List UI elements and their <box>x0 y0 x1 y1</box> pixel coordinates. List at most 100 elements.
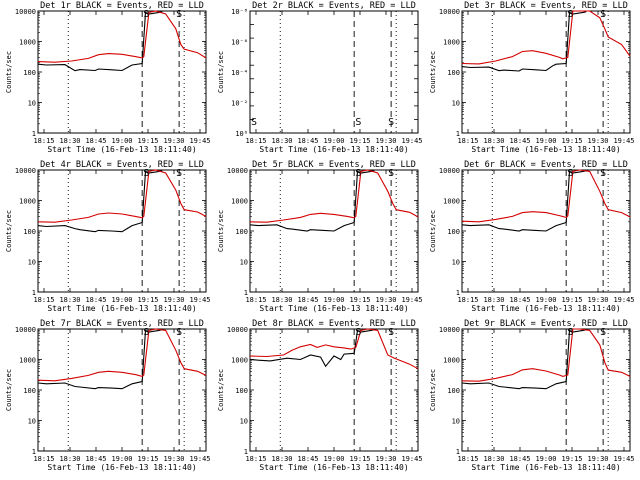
panel-6: Det 6r BLACK = Events, RED = LLD 10000 100… <box>429 160 635 313</box>
event-marker-s: S <box>176 9 182 20</box>
series-events <box>249 170 375 232</box>
y-tick-label: 100 <box>23 228 36 236</box>
series-lld <box>249 169 419 223</box>
x-tick-label: 19:30 <box>375 137 396 145</box>
series-lld <box>37 169 207 223</box>
x-tick-label: 19:00 <box>111 137 132 145</box>
y-tick-label: 1 <box>456 289 460 297</box>
x-tick-label: 19:45 <box>401 137 422 145</box>
x-tick-label: 19:15 <box>137 455 158 463</box>
y-tick-label: 100 <box>235 228 248 236</box>
series-events <box>461 170 587 232</box>
y-tick-label: 1000 <box>19 357 36 365</box>
event-marker-s: S <box>567 9 573 20</box>
series-events <box>461 329 587 390</box>
panel-1: Det 1r BLACK = Events, RED = LLD 10000 100… <box>5 1 211 154</box>
x-tick-label: 18:45 <box>509 455 530 463</box>
x-tick-label: 18:15 <box>245 455 266 463</box>
x-axis-label: Start Time (16-Feb-13 18:11:40) <box>471 145 620 154</box>
y-tick-label: 1 <box>32 289 36 297</box>
x-tick-label: 18:30 <box>59 455 80 463</box>
x-tick-label: 19:30 <box>163 455 184 463</box>
y-tick-label: 100 <box>447 228 460 236</box>
x-tick-label: 18:30 <box>59 137 80 145</box>
x-tick-label: 18:30 <box>271 455 292 463</box>
x-axis-label: Start Time (16-Feb-13 18:11:40) <box>259 145 408 154</box>
panel-2: Det 2r BLACK = Events, RED = LLD 10⁻⁸ 10⁻⁶… <box>217 1 423 154</box>
x-tick-label: 19:15 <box>349 296 370 304</box>
x-axis-label: Start Time (16-Feb-13 18:11:40) <box>471 463 620 472</box>
y-tick-label: 1000 <box>19 39 36 47</box>
y-tick-label: 1000 <box>19 198 36 206</box>
y-axis-label: Counts/sec <box>429 210 437 252</box>
x-tick-label: 19:30 <box>375 455 396 463</box>
x-tick-label: 18:15 <box>33 137 54 145</box>
series-events <box>37 170 163 233</box>
y-axis-label: Counts/sec <box>5 369 13 411</box>
panel-9: Det 9r BLACK = Events, RED = LLD 10000 100… <box>429 319 635 472</box>
y-tick-label: 1 <box>456 448 460 456</box>
x-tick-label: 19:00 <box>535 455 556 463</box>
y-tick-label: 10 <box>28 259 36 267</box>
plot-frame <box>37 10 207 134</box>
panel-7: Det 7r BLACK = Events, RED = LLD 10000 100… <box>5 319 211 472</box>
y-tick-label: 10 <box>452 100 460 108</box>
chart-title: Det 3r BLACK = Events, RED = LLD <box>464 1 628 11</box>
y-tick-label: 1 <box>32 130 36 138</box>
x-tick-label: 19:00 <box>323 137 344 145</box>
x-tick-label: 19:15 <box>137 137 158 145</box>
x-tick-label: 19:00 <box>111 296 132 304</box>
y-tick-label: 1 <box>244 448 248 456</box>
x-tick-label: 18:45 <box>297 455 318 463</box>
y-tick-label: 1000 <box>231 357 248 365</box>
y-tick-label: 1000 <box>231 198 248 206</box>
y-tick-label: 10 <box>28 418 36 426</box>
x-axis-label: Start Time (16-Feb-13 18:11:40) <box>259 304 408 313</box>
y-tick-label: 10000 <box>439 326 460 334</box>
event-marker-s: S <box>143 9 149 20</box>
x-tick-label: 18:45 <box>85 137 106 145</box>
x-tick-label: 19:45 <box>189 455 210 463</box>
chart-title: Det 9r BLACK = Events, RED = LLD <box>464 319 628 329</box>
event-marker-s: S <box>143 168 149 179</box>
x-tick-label: 18:15 <box>33 455 54 463</box>
y-axis-label: Counts/sec <box>217 51 225 93</box>
x-tick-label: 19:15 <box>561 296 582 304</box>
x-tick-label: 19:45 <box>613 455 634 463</box>
x-tick-label: 18:30 <box>483 455 504 463</box>
x-tick-label: 18:15 <box>245 137 266 145</box>
y-tick-label: 10000 <box>15 8 36 16</box>
x-tick-label: 19:30 <box>163 296 184 304</box>
panel-5: Det 5r BLACK = Events, RED = LLD 10000 100… <box>217 160 423 313</box>
x-tick-label: 19:30 <box>587 296 608 304</box>
series-events <box>249 329 375 368</box>
y-tick-label: 10000 <box>439 167 460 175</box>
plot-frame <box>461 328 631 452</box>
y-tick-label: 10000 <box>439 8 460 16</box>
x-tick-label: 19:00 <box>323 455 344 463</box>
x-tick-label: 19:30 <box>587 455 608 463</box>
event-marker-s: S <box>355 327 361 338</box>
x-tick-label: 19:00 <box>535 137 556 145</box>
x-tick-label: 19:15 <box>561 455 582 463</box>
event-marker-s: S <box>251 117 257 128</box>
x-tick-label: 18:30 <box>271 296 292 304</box>
x-tick-label: 19:15 <box>561 137 582 145</box>
chart-title: Det 2r BLACK = Events, RED = LLD <box>252 1 416 11</box>
x-tick-label: 19:15 <box>349 455 370 463</box>
y-tick-label: 10⁻⁴ <box>231 69 248 77</box>
event-marker-s: S <box>176 168 182 179</box>
x-tick-label: 18:15 <box>457 137 478 145</box>
series-lld <box>37 10 207 63</box>
x-tick-label: 19:45 <box>613 137 634 145</box>
series-events <box>37 329 163 390</box>
x-axis-label: Start Time (16-Feb-13 18:11:40) <box>47 463 196 472</box>
event-marker-s: S <box>567 327 573 338</box>
x-tick-label: 19:45 <box>401 455 422 463</box>
x-axis-label: Start Time (16-Feb-13 18:11:40) <box>259 463 408 472</box>
y-tick-label: 100 <box>23 387 36 395</box>
x-tick-label: 18:45 <box>85 455 106 463</box>
series-lld <box>461 328 631 382</box>
y-tick-label: 10⁻⁸ <box>231 8 248 16</box>
